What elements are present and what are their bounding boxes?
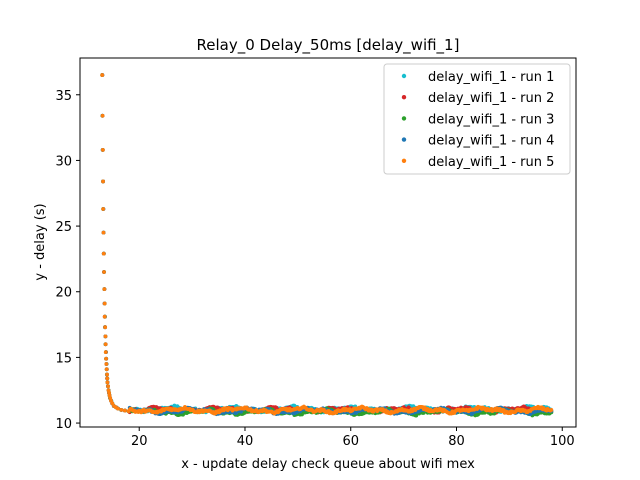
plot-frame (79, 57, 577, 428)
y-axis: 10 15 20 25 30 35 (55, 89, 80, 432)
legend-box (383, 63, 571, 175)
data-point (103, 342, 108, 347)
data-point (101, 251, 106, 256)
y-tick-label: 35 (55, 89, 72, 104)
data-point (102, 270, 106, 274)
legend-label: delay_wifi_1 - run 3 (428, 112, 554, 127)
legend-marker (401, 137, 407, 142)
x-axis: 20 40 60 80 100 (131, 427, 575, 449)
data-point (119, 408, 124, 412)
data-point (103, 350, 108, 355)
data-point (106, 384, 110, 389)
legend-marker (401, 158, 407, 163)
y-tick-label: 25 (55, 220, 72, 235)
data-point (104, 356, 108, 361)
legend-label: delay_wifi_1 - run 5 (428, 155, 554, 170)
data-point (105, 376, 110, 381)
x-tick-label: 40 (237, 434, 254, 449)
x-tick-label: 60 (342, 434, 359, 449)
series-5 (100, 73, 554, 416)
legend-marker (401, 116, 407, 121)
data-point (102, 287, 107, 292)
x-axis-label: x - update delay check queue about wifi … (181, 457, 475, 472)
legend-marker (401, 73, 407, 79)
data-point (105, 380, 110, 385)
data-point (101, 230, 106, 235)
y-axis-label: y - delay (s) (33, 203, 48, 280)
x-tick-label: 80 (448, 434, 465, 449)
x-tick-label: 100 (550, 434, 575, 449)
data-points (100, 73, 554, 418)
data-point (104, 367, 109, 372)
x-tick-label: 20 (131, 434, 148, 449)
data-point (116, 406, 120, 411)
legend-marker (401, 95, 407, 100)
data-point (100, 73, 105, 77)
legend-label: delay_wifi_1 - run 2 (428, 91, 554, 106)
y-tick-label: 15 (55, 351, 72, 366)
data-point (103, 325, 108, 330)
y-tick-label: 10 (55, 417, 72, 432)
data-point (102, 301, 107, 306)
data-point (122, 408, 127, 413)
y-tick-label: 30 (55, 154, 72, 169)
data-point (102, 314, 107, 319)
data-point (549, 408, 554, 412)
data-point (101, 179, 105, 184)
y-tick-label: 20 (55, 286, 72, 301)
data-point (103, 334, 108, 339)
data-point (100, 113, 105, 118)
legend-label: delay_wifi_1 - run 1 (428, 70, 554, 85)
data-point (101, 207, 106, 211)
chart-title: Relay_0 Delay_50ms [delay_wifi_1] (197, 36, 460, 55)
data-point (105, 372, 109, 377)
data-point (100, 148, 105, 152)
legend-label: delay_wifi_1 - run 4 (428, 134, 554, 149)
legend: delay_wifi_1 - run 1 delay_wifi_1 - run 2… (383, 63, 571, 175)
data-point (104, 362, 109, 366)
